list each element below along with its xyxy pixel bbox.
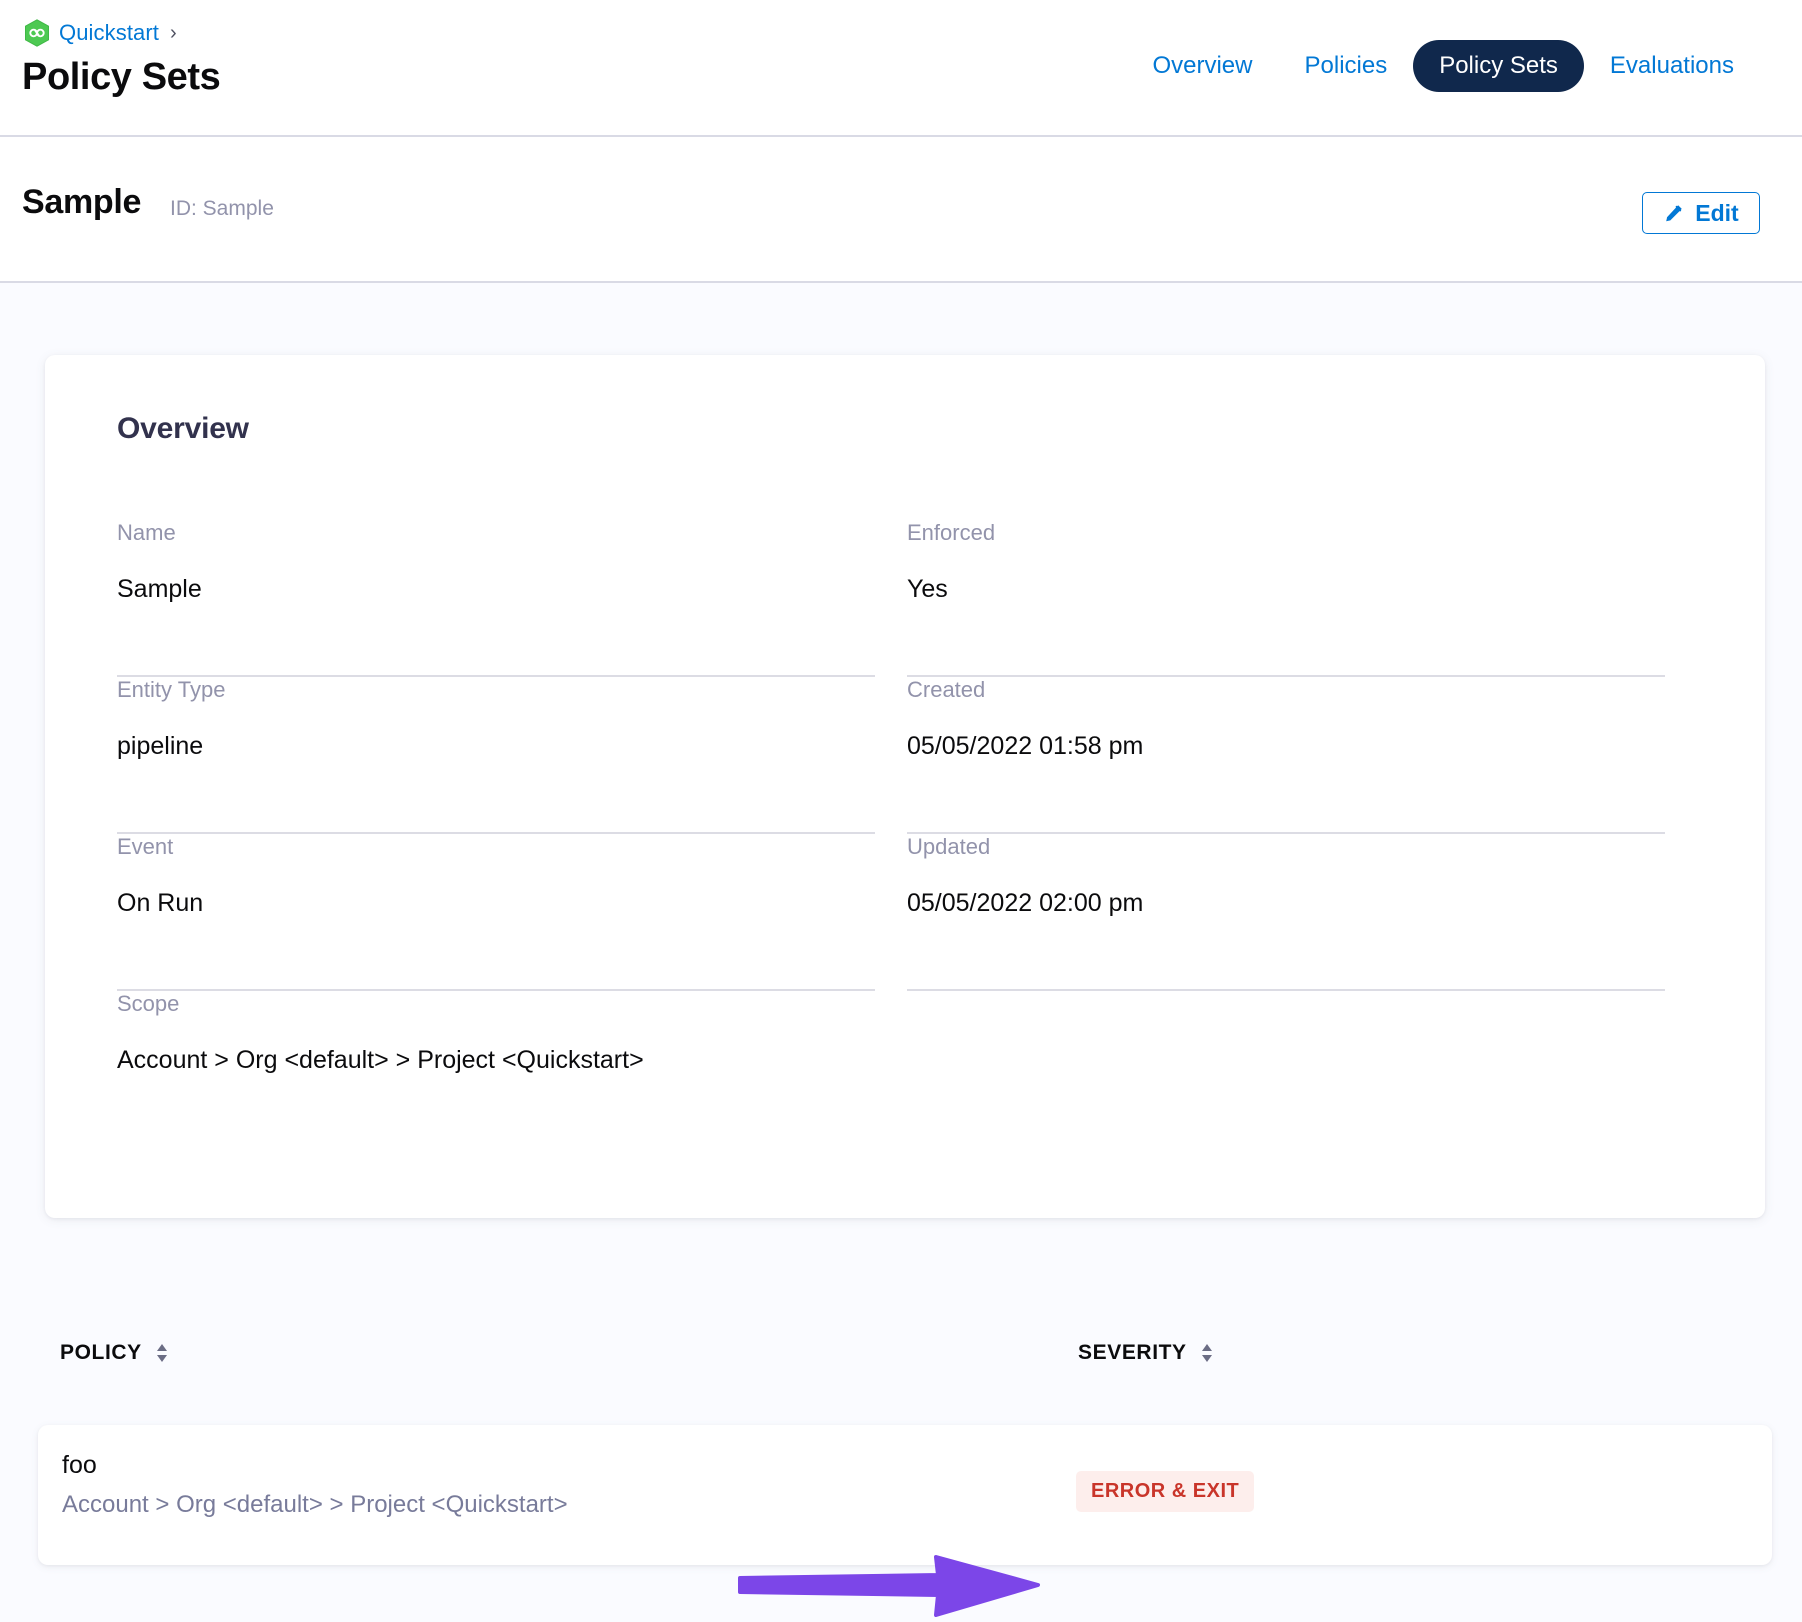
breadcrumb-link-quickstart[interactable]: Quickstart: [59, 20, 160, 45]
field-enforced: Enforced Yes: [907, 520, 1697, 677]
field-label: Event: [117, 834, 174, 859]
tab-overview[interactable]: Overview: [1152, 52, 1253, 79]
tab-policy-sets[interactable]: Policy Sets: [1413, 40, 1584, 92]
breadcrumb: Quickstart ›: [24, 19, 177, 47]
row-policy-name: foo: [62, 1451, 97, 1479]
field-label: Entity Type: [117, 677, 226, 702]
entity-id: ID: Sample: [170, 197, 274, 220]
field-event: Event On Run: [117, 834, 907, 991]
field-label: Name: [117, 520, 176, 545]
field-created: Created 05/05/2022 01:58 pm: [907, 677, 1697, 834]
row-policy-scope: Account > Org <default> > Project <Quick…: [62, 1491, 568, 1518]
top-header: Quickstart › Policy Sets Overview Polici…: [0, 0, 1802, 137]
sort-updown-icon[interactable]: [1199, 1341, 1215, 1365]
page-title: Policy Sets: [22, 56, 221, 98]
tab-evaluations[interactable]: Evaluations: [1609, 52, 1734, 79]
field-value: Account > Org <default> > Project <Quick…: [117, 1046, 644, 1074]
column-header-label: SEVERITY: [1078, 1341, 1187, 1364]
field-label: Updated: [907, 834, 991, 859]
field-value: 05/05/2022 01:58 pm: [907, 732, 1144, 760]
breadcrumb-separator-icon: ›: [170, 21, 177, 44]
page-body: Overview Name Sample Enforced Yes: [0, 283, 1802, 1622]
field-name: Name Sample: [117, 520, 907, 677]
overview-fields: Name Sample Enforced Yes Entity Type pip…: [117, 520, 1697, 1148]
entity-sub-header: Sample ID: Sample: [0, 137, 1802, 283]
edit-button-label: Edit: [1695, 199, 1739, 226]
field-value: pipeline: [117, 732, 204, 760]
field-value: Sample: [117, 575, 202, 603]
table-row[interactable]: foo Account > Org <default> > Project <Q…: [38, 1425, 1772, 1565]
column-header-policy[interactable]: POLICY: [60, 1341, 170, 1365]
overview-card: Overview Name Sample Enforced Yes: [45, 355, 1765, 1218]
field-value: Yes: [907, 575, 948, 603]
pencil-icon: [1663, 202, 1685, 224]
column-header-label: POLICY: [60, 1341, 142, 1364]
field-scope: Scope Account > Org <default> > Project …: [117, 991, 1697, 1148]
status-badge: ERROR & EXIT: [1076, 1471, 1255, 1512]
field-label: Scope: [117, 991, 180, 1016]
field-label: Created: [907, 677, 986, 702]
field-value: On Run: [117, 889, 204, 917]
tab-policies[interactable]: Policies: [1304, 52, 1388, 79]
field-value: 05/05/2022 02:00 pm: [907, 889, 1144, 917]
field-updated: Updated 05/05/2022 02:00 pm: [907, 834, 1697, 991]
policies-table-header: POLICY SEVERITY: [0, 1325, 1802, 1387]
field-entity-type: Entity Type pipeline: [117, 677, 907, 834]
field-label: Enforced: [907, 520, 996, 545]
nav-tabs: Overview Policies Policy Sets Evaluation…: [1126, 40, 1760, 92]
overview-card-title: Overview: [117, 412, 249, 445]
entity-name: Sample: [22, 183, 142, 221]
edit-button[interactable]: Edit: [1642, 192, 1760, 234]
column-header-severity[interactable]: SEVERITY: [1078, 1341, 1215, 1365]
harness-hex-icon: [24, 19, 50, 47]
sort-updown-icon[interactable]: [154, 1341, 170, 1365]
